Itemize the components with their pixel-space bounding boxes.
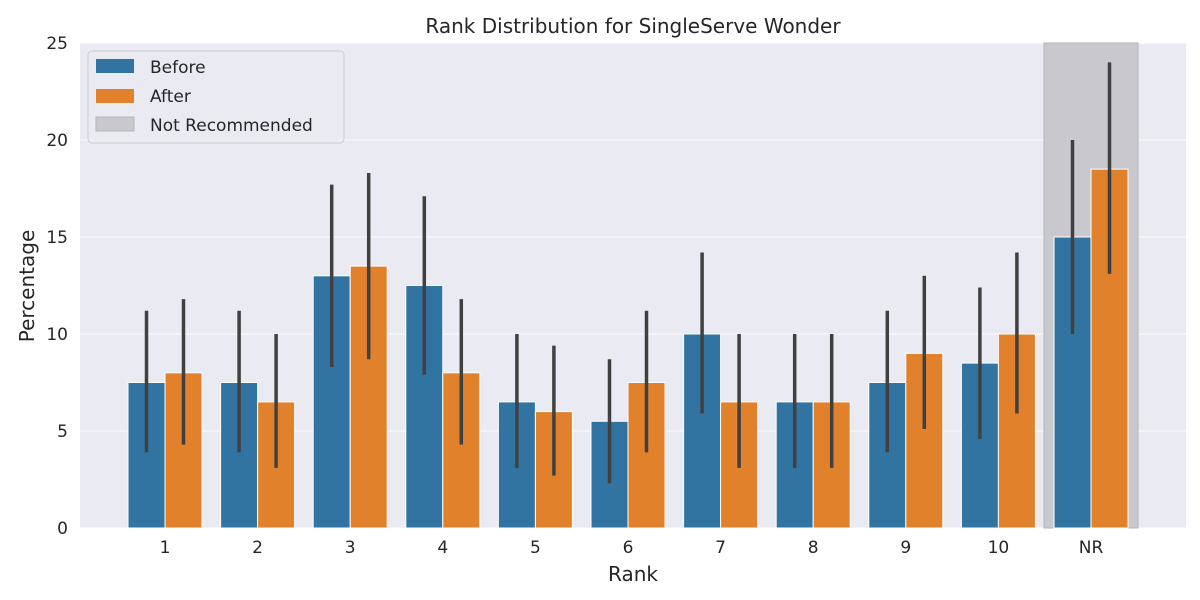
legend-frame xyxy=(87,50,345,144)
y-tick-label: 0 xyxy=(57,519,68,539)
y-tick-label: 25 xyxy=(46,34,68,54)
x-tick-label: 3 xyxy=(345,538,356,558)
x-tick-label: 4 xyxy=(437,538,448,558)
x-tick-label: NR xyxy=(1079,538,1104,558)
legend-swatch-after xyxy=(96,89,134,103)
x-tick-label: 6 xyxy=(623,538,634,558)
x-tick-label: 8 xyxy=(808,538,819,558)
y-axis-label: Percentage xyxy=(15,230,39,343)
y-tick-label: 20 xyxy=(46,131,68,151)
x-axis-label: Rank xyxy=(608,562,658,586)
error-bars-group xyxy=(144,62,1112,484)
x-tick-label: 5 xyxy=(530,538,541,558)
x-tick-label: 2 xyxy=(252,538,263,558)
chart-title: Rank Distribution for SingleServe Wonder xyxy=(425,14,841,38)
legend-label-before: Before xyxy=(150,58,206,78)
x-tick-labels: 1 2 3 4 5 6 7 8 9 10 NR xyxy=(160,538,1104,558)
legend-label-not-recommended: Not Recommended xyxy=(150,116,313,136)
legend-swatch-not-recommended xyxy=(95,116,135,132)
legend-swatch-before xyxy=(96,59,134,73)
legend: Before After Not Recommended xyxy=(87,50,345,144)
y-tick-label: 10 xyxy=(46,325,68,345)
legend-label-after: After xyxy=(150,87,191,107)
y-tick-label: 15 xyxy=(46,228,68,248)
y-tick-labels: 0 5 10 15 20 25 xyxy=(46,34,68,539)
x-tick-label: 9 xyxy=(900,538,911,558)
x-tick-label: 10 xyxy=(988,538,1010,558)
bars-group xyxy=(127,168,1129,529)
y-tick-label: 5 xyxy=(57,422,68,442)
x-tick-label: 1 xyxy=(160,538,171,558)
x-tick-label: 7 xyxy=(715,538,726,558)
